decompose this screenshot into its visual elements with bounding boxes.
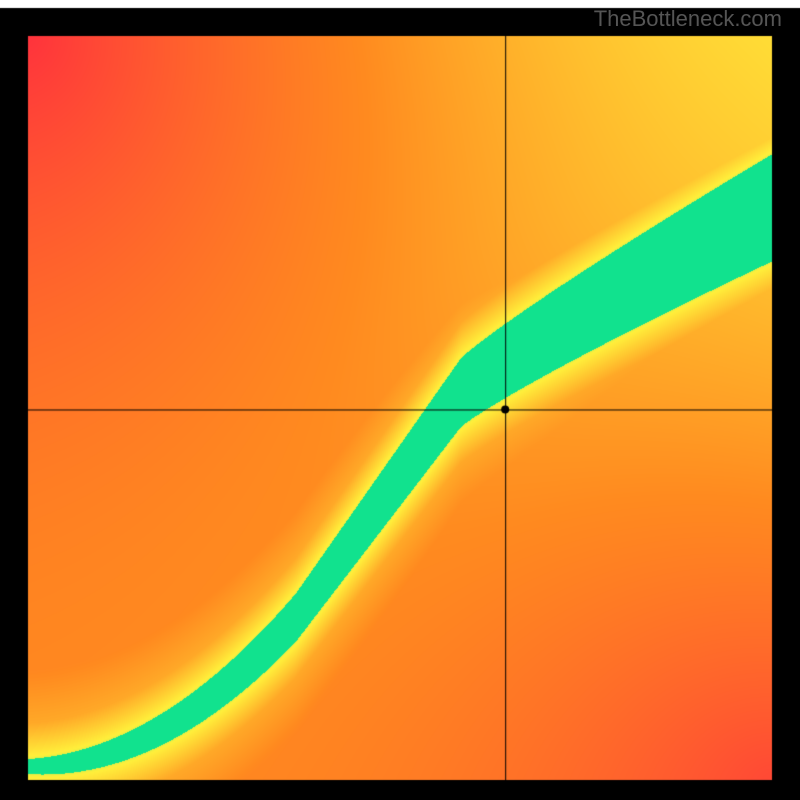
- bottleneck-heatmap: [0, 0, 800, 800]
- watermark-label: TheBottleneck.com: [594, 6, 782, 32]
- chart-container: TheBottleneck.com: [0, 0, 800, 800]
